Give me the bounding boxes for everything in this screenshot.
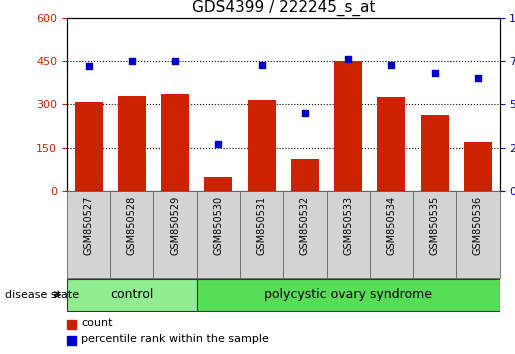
Text: GSM850536: GSM850536 [473, 195, 483, 255]
Text: GSM850533: GSM850533 [343, 195, 353, 255]
Bar [377, 97, 405, 191]
FancyBboxPatch shape [240, 191, 283, 278]
Text: GSM850530: GSM850530 [213, 195, 224, 255]
Text: GSM850527: GSM850527 [83, 195, 94, 255]
Bar [248, 100, 276, 191]
FancyBboxPatch shape [370, 191, 413, 278]
FancyBboxPatch shape [153, 191, 197, 278]
FancyBboxPatch shape [110, 191, 153, 278]
FancyBboxPatch shape [67, 191, 110, 278]
Text: control: control [110, 288, 153, 301]
Bar [67, 320, 76, 329]
Text: polycystic ovary syndrome: polycystic ovary syndrome [264, 288, 432, 301]
Point [387, 62, 396, 67]
Bar [67, 336, 76, 345]
FancyBboxPatch shape [197, 279, 500, 311]
Text: GSM850531: GSM850531 [256, 195, 267, 255]
Point [84, 63, 93, 69]
Point [431, 70, 439, 76]
Point [344, 57, 352, 62]
Text: GSM850535: GSM850535 [430, 195, 440, 255]
FancyBboxPatch shape [413, 191, 456, 278]
Point [214, 142, 222, 147]
Bar [421, 115, 449, 191]
Bar [118, 96, 146, 191]
Text: disease state: disease state [5, 290, 79, 300]
Text: count: count [81, 318, 113, 328]
Point [258, 62, 266, 67]
Text: GSM850529: GSM850529 [170, 195, 180, 255]
Text: GSM850532: GSM850532 [300, 195, 310, 255]
FancyBboxPatch shape [197, 191, 240, 278]
Bar [75, 102, 102, 191]
Bar [161, 94, 189, 191]
Text: GSM850534: GSM850534 [386, 195, 397, 255]
FancyBboxPatch shape [67, 279, 197, 311]
Text: percentile rank within the sample: percentile rank within the sample [81, 334, 269, 344]
Point [301, 110, 309, 116]
Bar [334, 61, 362, 191]
Bar [291, 159, 319, 191]
Bar [204, 177, 232, 191]
Point [474, 76, 482, 81]
Point [128, 58, 136, 64]
FancyBboxPatch shape [456, 191, 500, 278]
FancyBboxPatch shape [327, 191, 370, 278]
Text: GSM850528: GSM850528 [127, 195, 137, 255]
Bar [464, 142, 492, 191]
Point [171, 58, 179, 64]
Title: GDS4399 / 222245_s_at: GDS4399 / 222245_s_at [192, 0, 375, 16]
FancyBboxPatch shape [283, 191, 327, 278]
